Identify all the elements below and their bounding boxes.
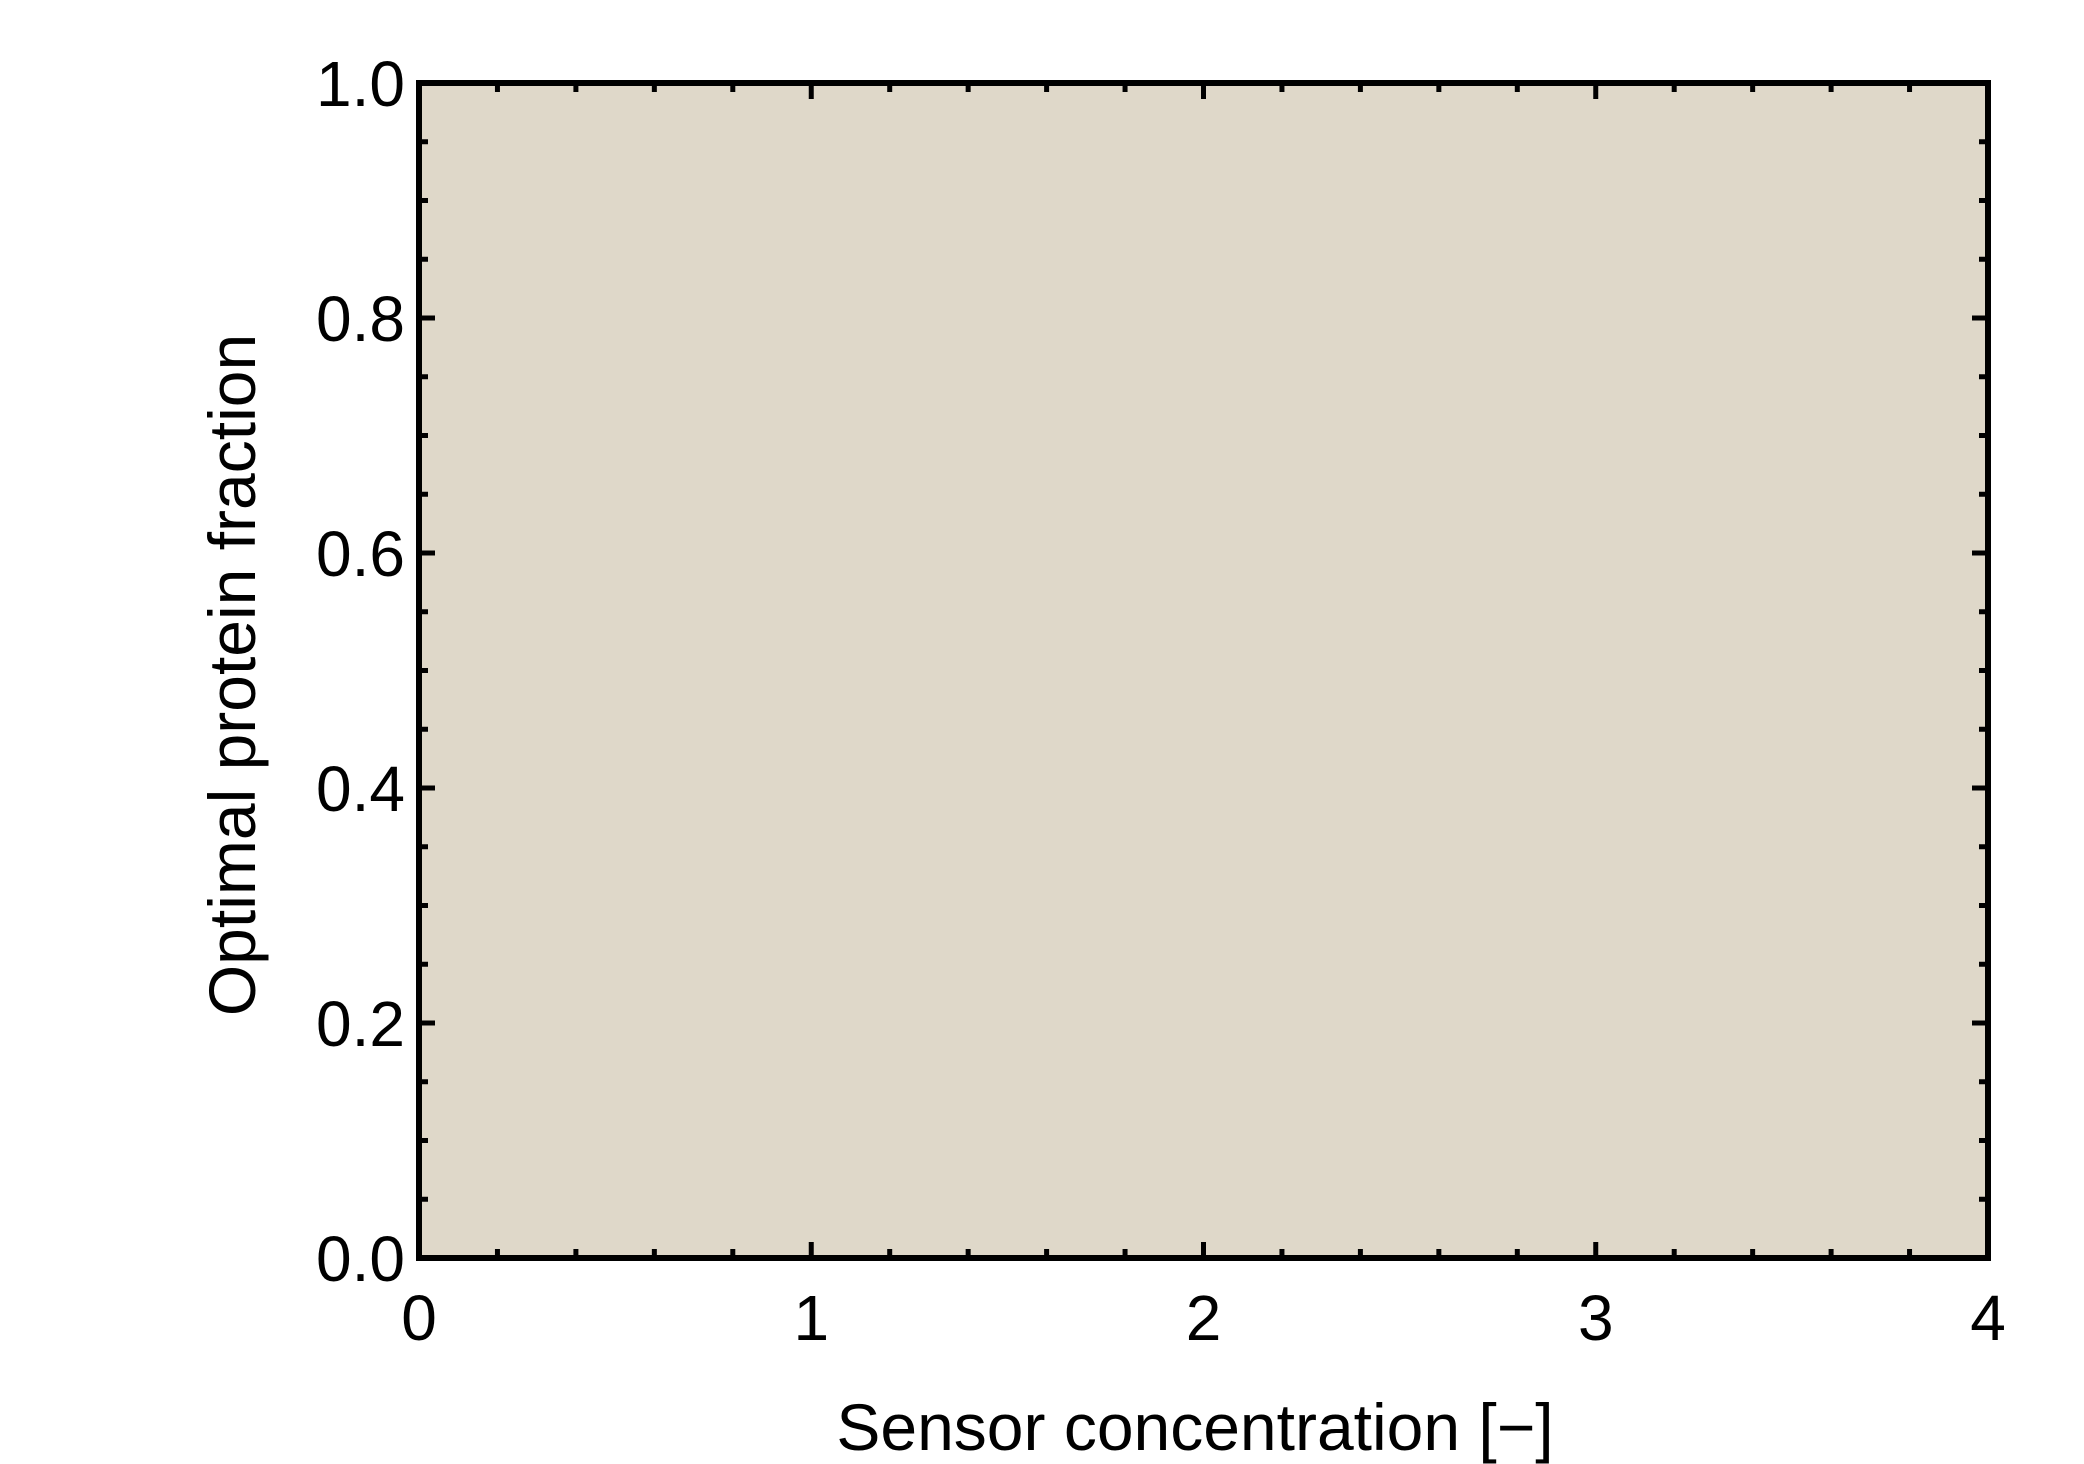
- y-tick-label: 0.0: [316, 1223, 405, 1295]
- x-tick-label: 1: [793, 1282, 829, 1354]
- x-tick-labels: 0 1 2 3 4: [401, 1282, 2006, 1354]
- x-tick-label: 4: [1970, 1282, 2006, 1354]
- y-tick-labels: 0.0 0.2 0.4 0.6 0.8 1.0: [316, 48, 405, 1295]
- y-tick-label: 1.0: [316, 48, 405, 120]
- ticks: [416, 80, 1991, 1261]
- y-tick-label: 0.6: [316, 518, 405, 590]
- y-tick-label: 0.4: [316, 753, 405, 825]
- x-tick-label: 2: [1186, 1282, 1222, 1354]
- y-tick-label: 0.2: [316, 988, 405, 1060]
- x-tick-label: 3: [1578, 1282, 1614, 1354]
- plot-area: [416, 80, 1991, 1261]
- y-tick-label: 0.8: [316, 283, 405, 355]
- x-axis-title: Sensor concentration [−]: [836, 1390, 1553, 1464]
- x-tick-label: 0: [401, 1282, 437, 1354]
- area-series-0: [419, 83, 1988, 1258]
- y-axis-title: Optimal protein fraction: [195, 334, 269, 1016]
